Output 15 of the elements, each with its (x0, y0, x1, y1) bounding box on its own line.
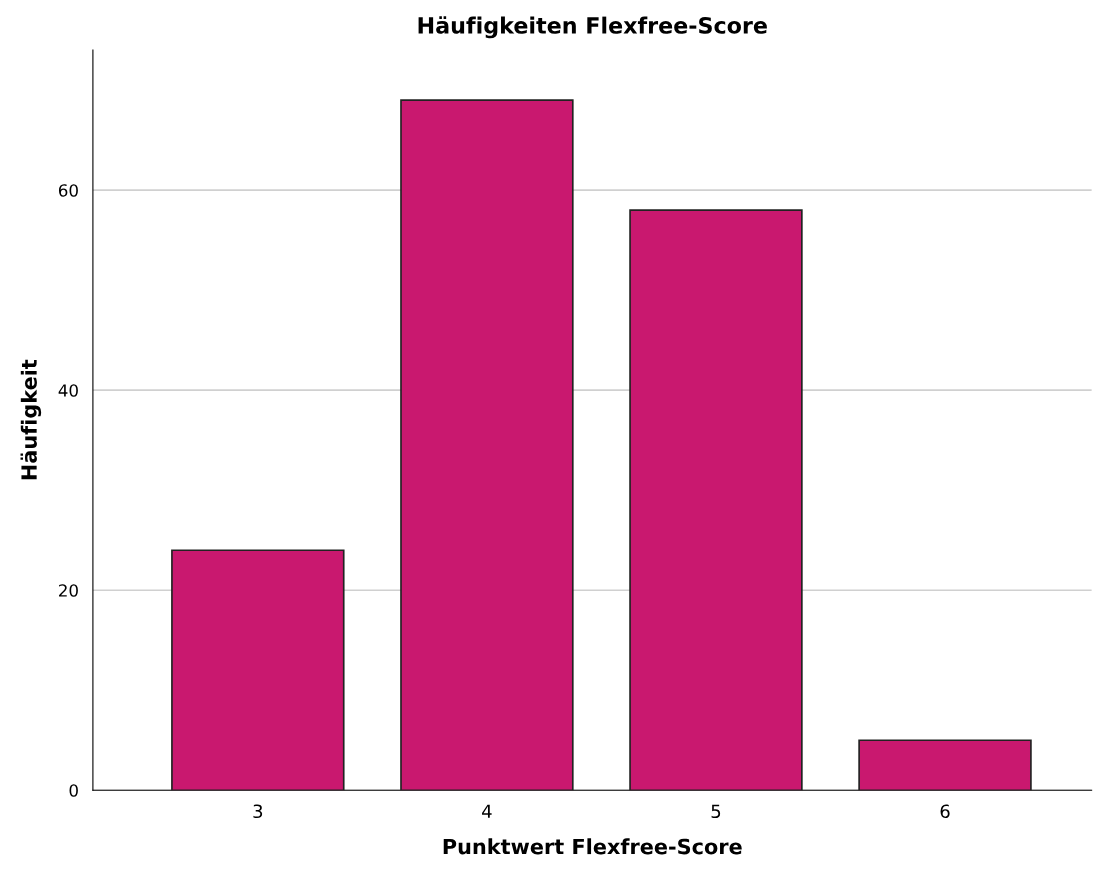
bar (171, 549, 345, 791)
bar (629, 209, 803, 791)
x-axis-title: Punktwert Flexfree-Score (443, 838, 742, 855)
bar (400, 99, 574, 791)
x-tick-label: 3 (253, 804, 263, 819)
bar (858, 739, 1032, 791)
y-axis-title: Häufigkeit (20, 359, 42, 480)
x-tick-label: 4 (482, 804, 492, 818)
chart-title: Häufigkeiten Flexfree-Score (418, 16, 767, 39)
x-tick-label: 6 (940, 804, 950, 819)
x-tick-label: 5 (711, 804, 721, 819)
y-tick-label: 40 (58, 384, 78, 397)
y-tick-label: 20 (59, 584, 78, 597)
y-tick-label: 0 (69, 784, 78, 797)
y-tick-label: 60 (58, 184, 78, 197)
